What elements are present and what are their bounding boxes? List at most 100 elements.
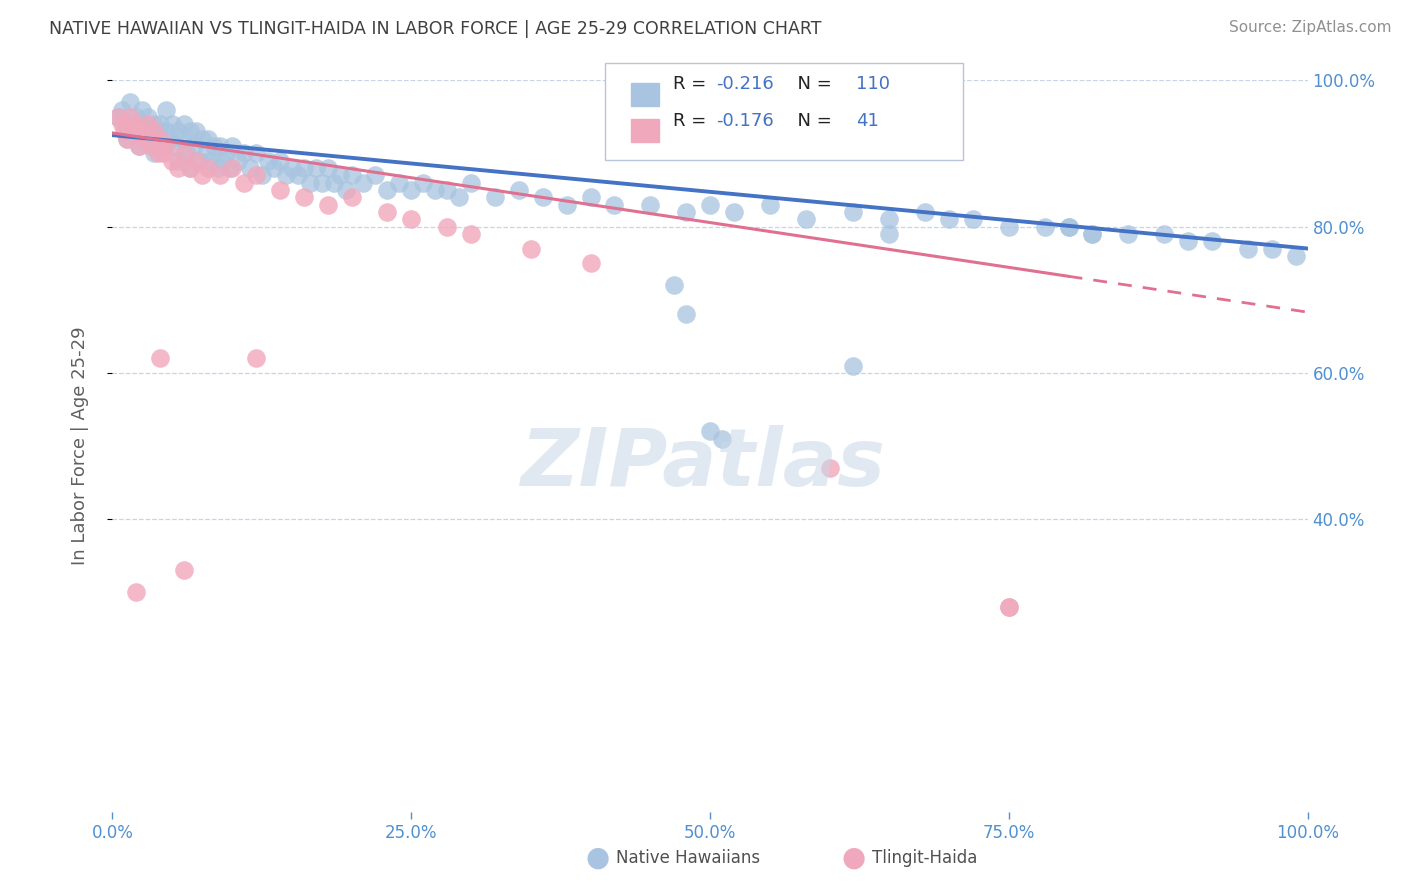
- Point: [221, 139, 243, 153]
- Text: 41: 41: [856, 112, 879, 130]
- Point: [115, 132, 138, 146]
- Point: [173, 146, 195, 161]
- Point: [759, 197, 782, 211]
- Point: [263, 161, 285, 175]
- Text: -0.176: -0.176: [716, 112, 773, 130]
- Point: [149, 132, 172, 146]
- Point: [1081, 227, 1104, 241]
- Point: [842, 205, 865, 219]
- Point: [1153, 227, 1175, 241]
- Point: [135, 124, 157, 138]
- Point: [207, 161, 229, 175]
- Point: [842, 359, 865, 373]
- Text: Native Hawaiians: Native Hawaiians: [616, 849, 761, 867]
- Point: [292, 161, 315, 175]
- Point: [107, 110, 129, 124]
- Point: [170, 132, 193, 146]
- Point: [120, 110, 142, 124]
- Point: [120, 95, 142, 110]
- Point: [107, 110, 129, 124]
- Point: [274, 169, 297, 183]
- Point: [938, 212, 960, 227]
- Point: [508, 183, 530, 197]
- Point: [340, 190, 363, 204]
- Point: [1081, 227, 1104, 241]
- Text: N =: N =: [786, 112, 838, 130]
- Point: [215, 146, 238, 161]
- Text: ●: ●: [841, 844, 866, 872]
- Point: [640, 197, 662, 211]
- Point: [998, 599, 1021, 614]
- Point: [377, 205, 399, 219]
- Point: [311, 176, 333, 190]
- Point: [197, 161, 219, 175]
- Point: [179, 161, 201, 175]
- Point: [316, 161, 339, 175]
- Point: [125, 110, 148, 124]
- Point: [139, 139, 162, 153]
- Point: [401, 183, 423, 197]
- Point: [245, 146, 267, 161]
- Point: [200, 153, 222, 168]
- Point: [998, 599, 1021, 614]
- Point: [675, 307, 697, 321]
- Point: [143, 117, 166, 131]
- Point: [425, 183, 447, 197]
- Point: [245, 351, 267, 366]
- Point: [138, 110, 160, 124]
- Point: [579, 256, 602, 270]
- Point: [603, 197, 626, 211]
- Point: [484, 190, 506, 204]
- Text: NATIVE HAWAIIAN VS TLINGIT-HAIDA IN LABOR FORCE | AGE 25-29 CORRELATION CHART: NATIVE HAWAIIAN VS TLINGIT-HAIDA IN LABO…: [49, 20, 821, 37]
- Point: [269, 153, 291, 168]
- Point: [316, 197, 339, 211]
- Text: R =: R =: [673, 112, 713, 130]
- Point: [281, 161, 304, 175]
- Point: [187, 153, 209, 168]
- Point: [998, 219, 1021, 234]
- Point: [209, 169, 232, 183]
- Point: [191, 132, 214, 146]
- Point: [1033, 219, 1056, 234]
- Point: [111, 103, 134, 117]
- Point: [1285, 249, 1308, 263]
- Point: [179, 161, 201, 175]
- Point: [162, 117, 183, 131]
- Point: [239, 161, 262, 175]
- Point: [879, 212, 901, 227]
- Point: [135, 132, 157, 146]
- Point: [114, 124, 135, 138]
- Point: [115, 132, 138, 146]
- Point: [257, 153, 280, 168]
- Point: [209, 139, 232, 153]
- Point: [460, 176, 482, 190]
- Point: [143, 124, 166, 138]
- Point: [664, 278, 686, 293]
- Point: [879, 227, 901, 241]
- Point: [322, 176, 344, 190]
- Point: [531, 190, 554, 204]
- Point: [555, 197, 578, 211]
- Point: [167, 124, 190, 138]
- Point: [122, 124, 145, 138]
- Point: [202, 139, 225, 153]
- Point: [340, 169, 363, 183]
- Point: [191, 169, 214, 183]
- Point: [711, 432, 734, 446]
- Point: [723, 205, 745, 219]
- Point: [111, 117, 134, 131]
- Point: [401, 212, 423, 227]
- Point: [176, 146, 198, 161]
- Point: [352, 176, 374, 190]
- Point: [173, 117, 195, 131]
- Point: [138, 117, 160, 131]
- Point: [329, 169, 352, 183]
- Point: [1118, 227, 1140, 241]
- Point: [186, 153, 208, 168]
- Point: [818, 461, 841, 475]
- Point: [436, 183, 458, 197]
- Point: [125, 585, 148, 599]
- Point: [131, 124, 153, 138]
- Point: [287, 169, 309, 183]
- Point: [163, 139, 186, 153]
